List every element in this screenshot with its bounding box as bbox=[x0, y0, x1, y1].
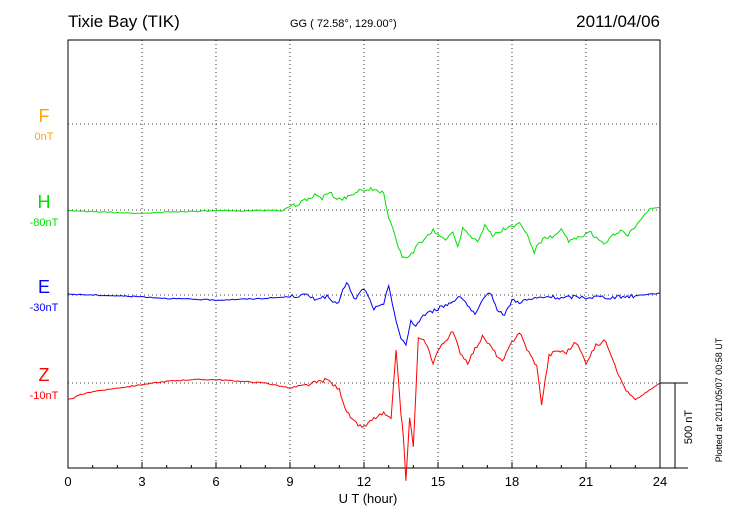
x-axis: 0 3 6 9 12 15 18 21 24 bbox=[64, 462, 667, 489]
x-tick-label: 21 bbox=[579, 474, 593, 489]
channel-label-h: H bbox=[38, 192, 51, 212]
x-axis-label: U T (hour) bbox=[339, 491, 398, 506]
channel-label-e: E bbox=[38, 277, 50, 297]
plot-date: 2011/04/06 bbox=[576, 12, 660, 31]
trace-h bbox=[67, 186, 661, 259]
trace-e bbox=[67, 281, 661, 347]
x-tick-label: 0 bbox=[64, 474, 71, 489]
x-tick-label: 6 bbox=[212, 474, 219, 489]
x-tick-label: 3 bbox=[138, 474, 145, 489]
x-tick-label: 12 bbox=[357, 474, 371, 489]
x-tick-label: 24 bbox=[653, 474, 667, 489]
channel-labels: F 0nT H -80nT E -30nT Z -10nT bbox=[30, 106, 59, 402]
x-tick-label: 18 bbox=[505, 474, 519, 489]
station-coordinates: GG ( 72.58°, 129.00°) bbox=[290, 18, 397, 30]
channel-label-f: F bbox=[39, 106, 50, 126]
channel-baseline-z: -10nT bbox=[30, 390, 59, 402]
plotted-note: Plotted at 2011/05/07 00:58 UT bbox=[714, 337, 724, 462]
grid-lines bbox=[68, 40, 660, 468]
trace-z bbox=[67, 331, 661, 481]
x-tick-label: 9 bbox=[286, 474, 293, 489]
channel-baseline-h: -80nT bbox=[30, 217, 59, 229]
traces bbox=[67, 186, 661, 481]
channel-baseline-f: 0nT bbox=[35, 131, 54, 143]
channel-baseline-e: -30nT bbox=[30, 302, 59, 314]
scale-bar-label: 500 nT bbox=[683, 410, 695, 445]
channel-label-z: Z bbox=[39, 365, 50, 385]
station-title: Tixie Bay (TIK) bbox=[68, 12, 180, 31]
x-tick-label: 15 bbox=[431, 474, 445, 489]
scale-bar: 500 nT bbox=[660, 382, 695, 469]
